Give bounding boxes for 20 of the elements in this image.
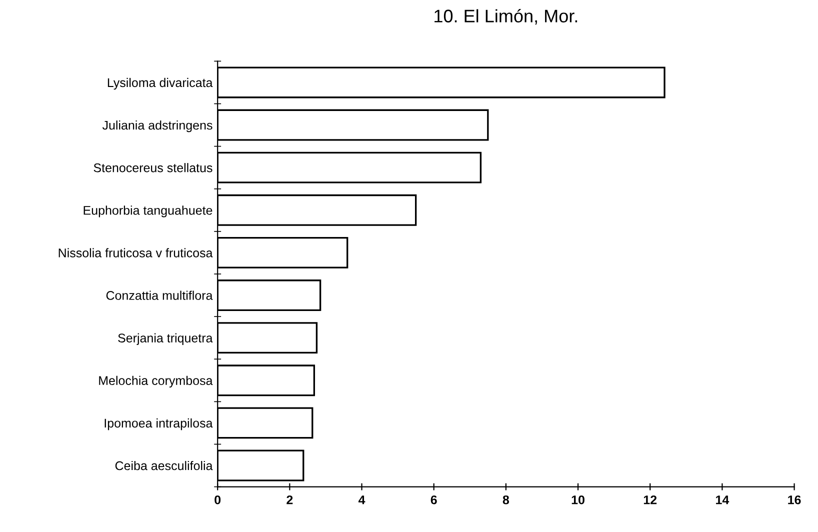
x-tick-label: 0 <box>214 495 221 504</box>
x-tick-label: 12 <box>644 495 657 504</box>
x-tick-label: 14 <box>716 496 730 504</box>
x-tick-label: 6 <box>430 495 437 504</box>
y-tick-label: Conzattia multiflora <box>106 290 213 300</box>
x-tick-label: 8 <box>502 495 510 504</box>
y-tick-label: Ceiba aesculifolia <box>115 460 213 470</box>
y-tick-label: Melochia corymbosa <box>99 376 213 388</box>
y-tick-label: Nissolia fruticosa v fruticosa <box>58 248 213 258</box>
y-tick-label: Stenocereus stellatus <box>94 163 212 172</box>
y-tick-label: Juliania adstringens <box>102 120 212 132</box>
x-tick-label: 4 <box>358 496 366 504</box>
y-tick-label: Euphorbia tanguahuete <box>84 206 212 218</box>
y-tick-label: Serjania triquetra <box>118 333 213 345</box>
y-tick-label: Ipomoea intrapilosa <box>104 418 213 430</box>
x-tick-label: 2 <box>286 495 293 504</box>
x-tick-label: 10 <box>572 495 584 504</box>
y-tick-label: Lysiloma divaricata <box>108 78 213 90</box>
x-tick-label: 16 <box>788 495 801 504</box>
chart-title: 10. El Limón, Mor. <box>434 8 578 25</box>
